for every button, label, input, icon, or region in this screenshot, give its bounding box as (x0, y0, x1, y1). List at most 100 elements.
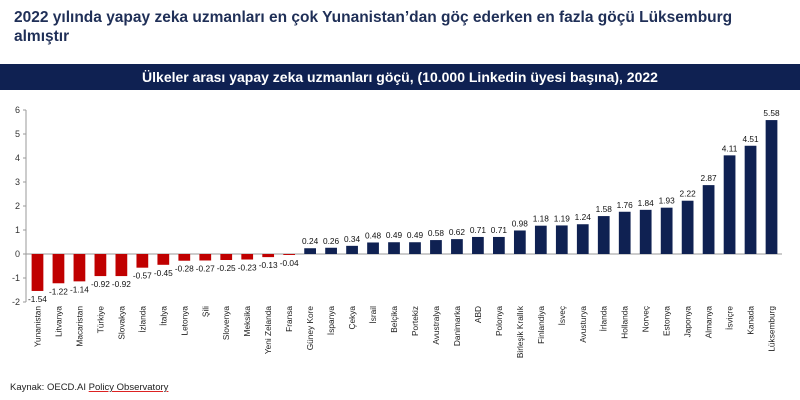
data-label: 1.18 (533, 214, 550, 224)
data-label: -0.27 (196, 263, 215, 273)
data-label: -0.28 (175, 264, 194, 274)
data-label: -1.54 (28, 294, 47, 304)
bar (367, 242, 379, 254)
category-label: İspanya (326, 306, 336, 335)
category-label: Slovenya (221, 306, 231, 341)
data-label: -0.25 (217, 263, 236, 273)
category-label: İsrail (368, 306, 378, 324)
category-label: Türkiye (95, 306, 105, 334)
y-tick-label: -2 (12, 297, 20, 307)
bar-chart: -2 -1 0 1 2 3 4 5 6 -1.54 Yunanistan -1.22 Litvanya -… (12, 105, 782, 358)
bar (241, 254, 254, 260)
category-label: Çekya (347, 306, 357, 330)
category-label: Fransa (284, 306, 294, 332)
y-tick-label: 4 (15, 153, 20, 163)
category-label: İsveç (557, 306, 567, 325)
data-label: 0.62 (449, 227, 466, 237)
category-label: Avusturya (578, 306, 588, 343)
category-label: Letonya (179, 306, 189, 336)
data-label: 1.84 (638, 198, 655, 208)
category-label: Litvanya (53, 306, 63, 337)
data-label: 0.58 (428, 228, 445, 238)
bar (136, 254, 149, 268)
bar (618, 211, 631, 254)
data-label: 0.48 (365, 230, 382, 240)
data-label: 1.19 (554, 213, 571, 223)
bar (765, 120, 778, 254)
data-label: -0.57 (133, 271, 152, 281)
y-tick-label: 0 (15, 249, 20, 259)
bar (178, 254, 191, 261)
source-link[interactable]: Policy Observatory (88, 382, 169, 393)
y-tick-label: 5 (15, 129, 20, 139)
category-label: Slovakya (116, 306, 126, 340)
category-label: Birleşik Krallık (515, 305, 525, 358)
y-tick-label: -1 (12, 273, 20, 283)
bar (157, 254, 170, 265)
bar (73, 254, 86, 282)
category-label: Norveç (641, 306, 651, 332)
data-label: 0.49 (407, 230, 424, 240)
data-label: 0.71 (491, 225, 508, 235)
data-label: -0.92 (112, 279, 131, 289)
category-label: Estonya (662, 306, 672, 336)
data-label: 2.87 (701, 173, 718, 183)
data-label: -0.04 (280, 258, 299, 268)
data-label: 0.98 (512, 218, 529, 228)
data-label: 1.93 (659, 196, 676, 206)
bar (94, 254, 107, 277)
bar (451, 239, 463, 254)
bar (702, 185, 715, 254)
bar (346, 245, 358, 254)
bar (744, 145, 757, 254)
data-label: -0.23 (238, 263, 257, 273)
bar (262, 254, 275, 258)
category-label: Kanada (746, 306, 756, 335)
data-label: 1.24 (575, 212, 592, 222)
data-label: 2.22 (680, 189, 697, 199)
bar (681, 200, 694, 254)
y-tick-label: 1 (15, 225, 20, 235)
category-label: İtalya (158, 306, 168, 326)
category-label: Avustralya (431, 306, 441, 345)
data-label: 0.71 (470, 225, 487, 235)
bar (639, 209, 652, 254)
category-label: Macaristan (74, 306, 84, 347)
data-label: 0.24 (302, 236, 319, 246)
data-label: 0.49 (386, 230, 403, 240)
bar (283, 254, 296, 255)
source-prefix: Kaynak: OECD.AI (10, 382, 89, 393)
category-label: Yunanistan (32, 306, 42, 347)
bar (31, 254, 44, 291)
category-label: Meksika (242, 306, 252, 337)
category-label: ABD (473, 306, 483, 323)
bar (534, 225, 547, 254)
category-label: Portekiz (410, 306, 420, 336)
bar (304, 248, 316, 254)
y-tick-label: 6 (15, 105, 20, 115)
source-note: Kaynak: OECD.AI Policy Observatory (10, 382, 168, 393)
bar (388, 242, 400, 254)
data-label: -1.22 (49, 286, 68, 296)
bar (52, 254, 65, 284)
bar (597, 216, 610, 254)
category-label: İzlanda (137, 306, 147, 333)
bar (430, 240, 442, 254)
category-label: Şili (200, 306, 210, 317)
bar (325, 247, 337, 254)
category-label: İrlanda (599, 306, 609, 332)
bar (220, 254, 233, 260)
category-label: Japonya (683, 306, 693, 338)
chart-title: Ülkeler arası yapay zeka uzmanları göçü,… (142, 69, 658, 85)
category-label: Hollanda (620, 306, 630, 339)
bar (513, 230, 526, 254)
data-label: 1.76 (617, 200, 634, 210)
category-label: Almanya (704, 306, 714, 339)
category-label: Belçika (389, 306, 399, 333)
category-label: İsviçre (725, 306, 735, 330)
bar (576, 224, 589, 254)
data-label: -0.45 (154, 268, 173, 278)
bar (409, 242, 421, 254)
chart-title-banner: Ülkeler arası yapay zeka uzmanları göçü,… (0, 64, 800, 90)
bar (115, 254, 128, 277)
